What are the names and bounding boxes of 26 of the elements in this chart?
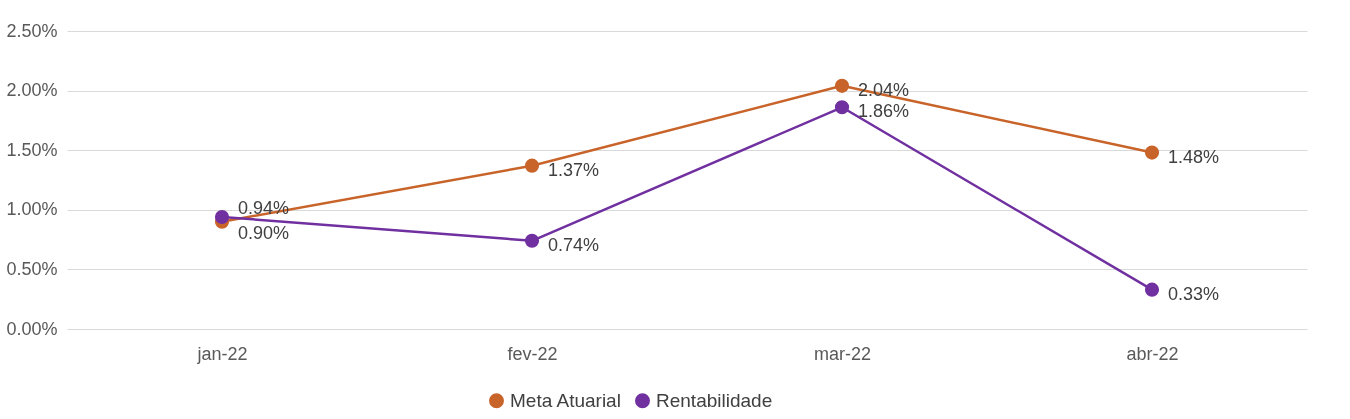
y-tick-label: 1.00% (6, 199, 58, 220)
point (1144, 282, 1160, 297)
y-tick-label: 0.50% (6, 258, 58, 279)
x-tick-label: abr-22 (1126, 343, 1179, 364)
point (524, 158, 540, 173)
y-tick-label: 2.50% (6, 20, 58, 41)
legend-label: Meta Atuarial (510, 389, 621, 411)
x-tick-label: mar-22 (813, 343, 872, 364)
y-tick-label: 0.00% (6, 318, 58, 339)
x-tick-label: jan-22 (196, 343, 248, 364)
data-label: 0.74% (548, 234, 600, 255)
point (834, 78, 850, 93)
data-label: 1.48% (1168, 146, 1220, 167)
data-label: 0.33% (1168, 283, 1220, 304)
y-tick-label: 1.50% (6, 139, 58, 160)
data-label: 0.94% (238, 197, 290, 218)
point (1144, 145, 1160, 160)
y-tick-label: 2.00% (6, 80, 58, 101)
point (834, 100, 850, 115)
legend-label: Rentabilidade (656, 389, 773, 411)
data-label: 0.90% (238, 222, 290, 243)
data-label: 1.37% (548, 159, 600, 180)
data-label: 1.86% (858, 101, 910, 122)
x-tick-label: fev-22 (507, 343, 558, 364)
point (524, 233, 540, 248)
point (214, 209, 230, 225)
